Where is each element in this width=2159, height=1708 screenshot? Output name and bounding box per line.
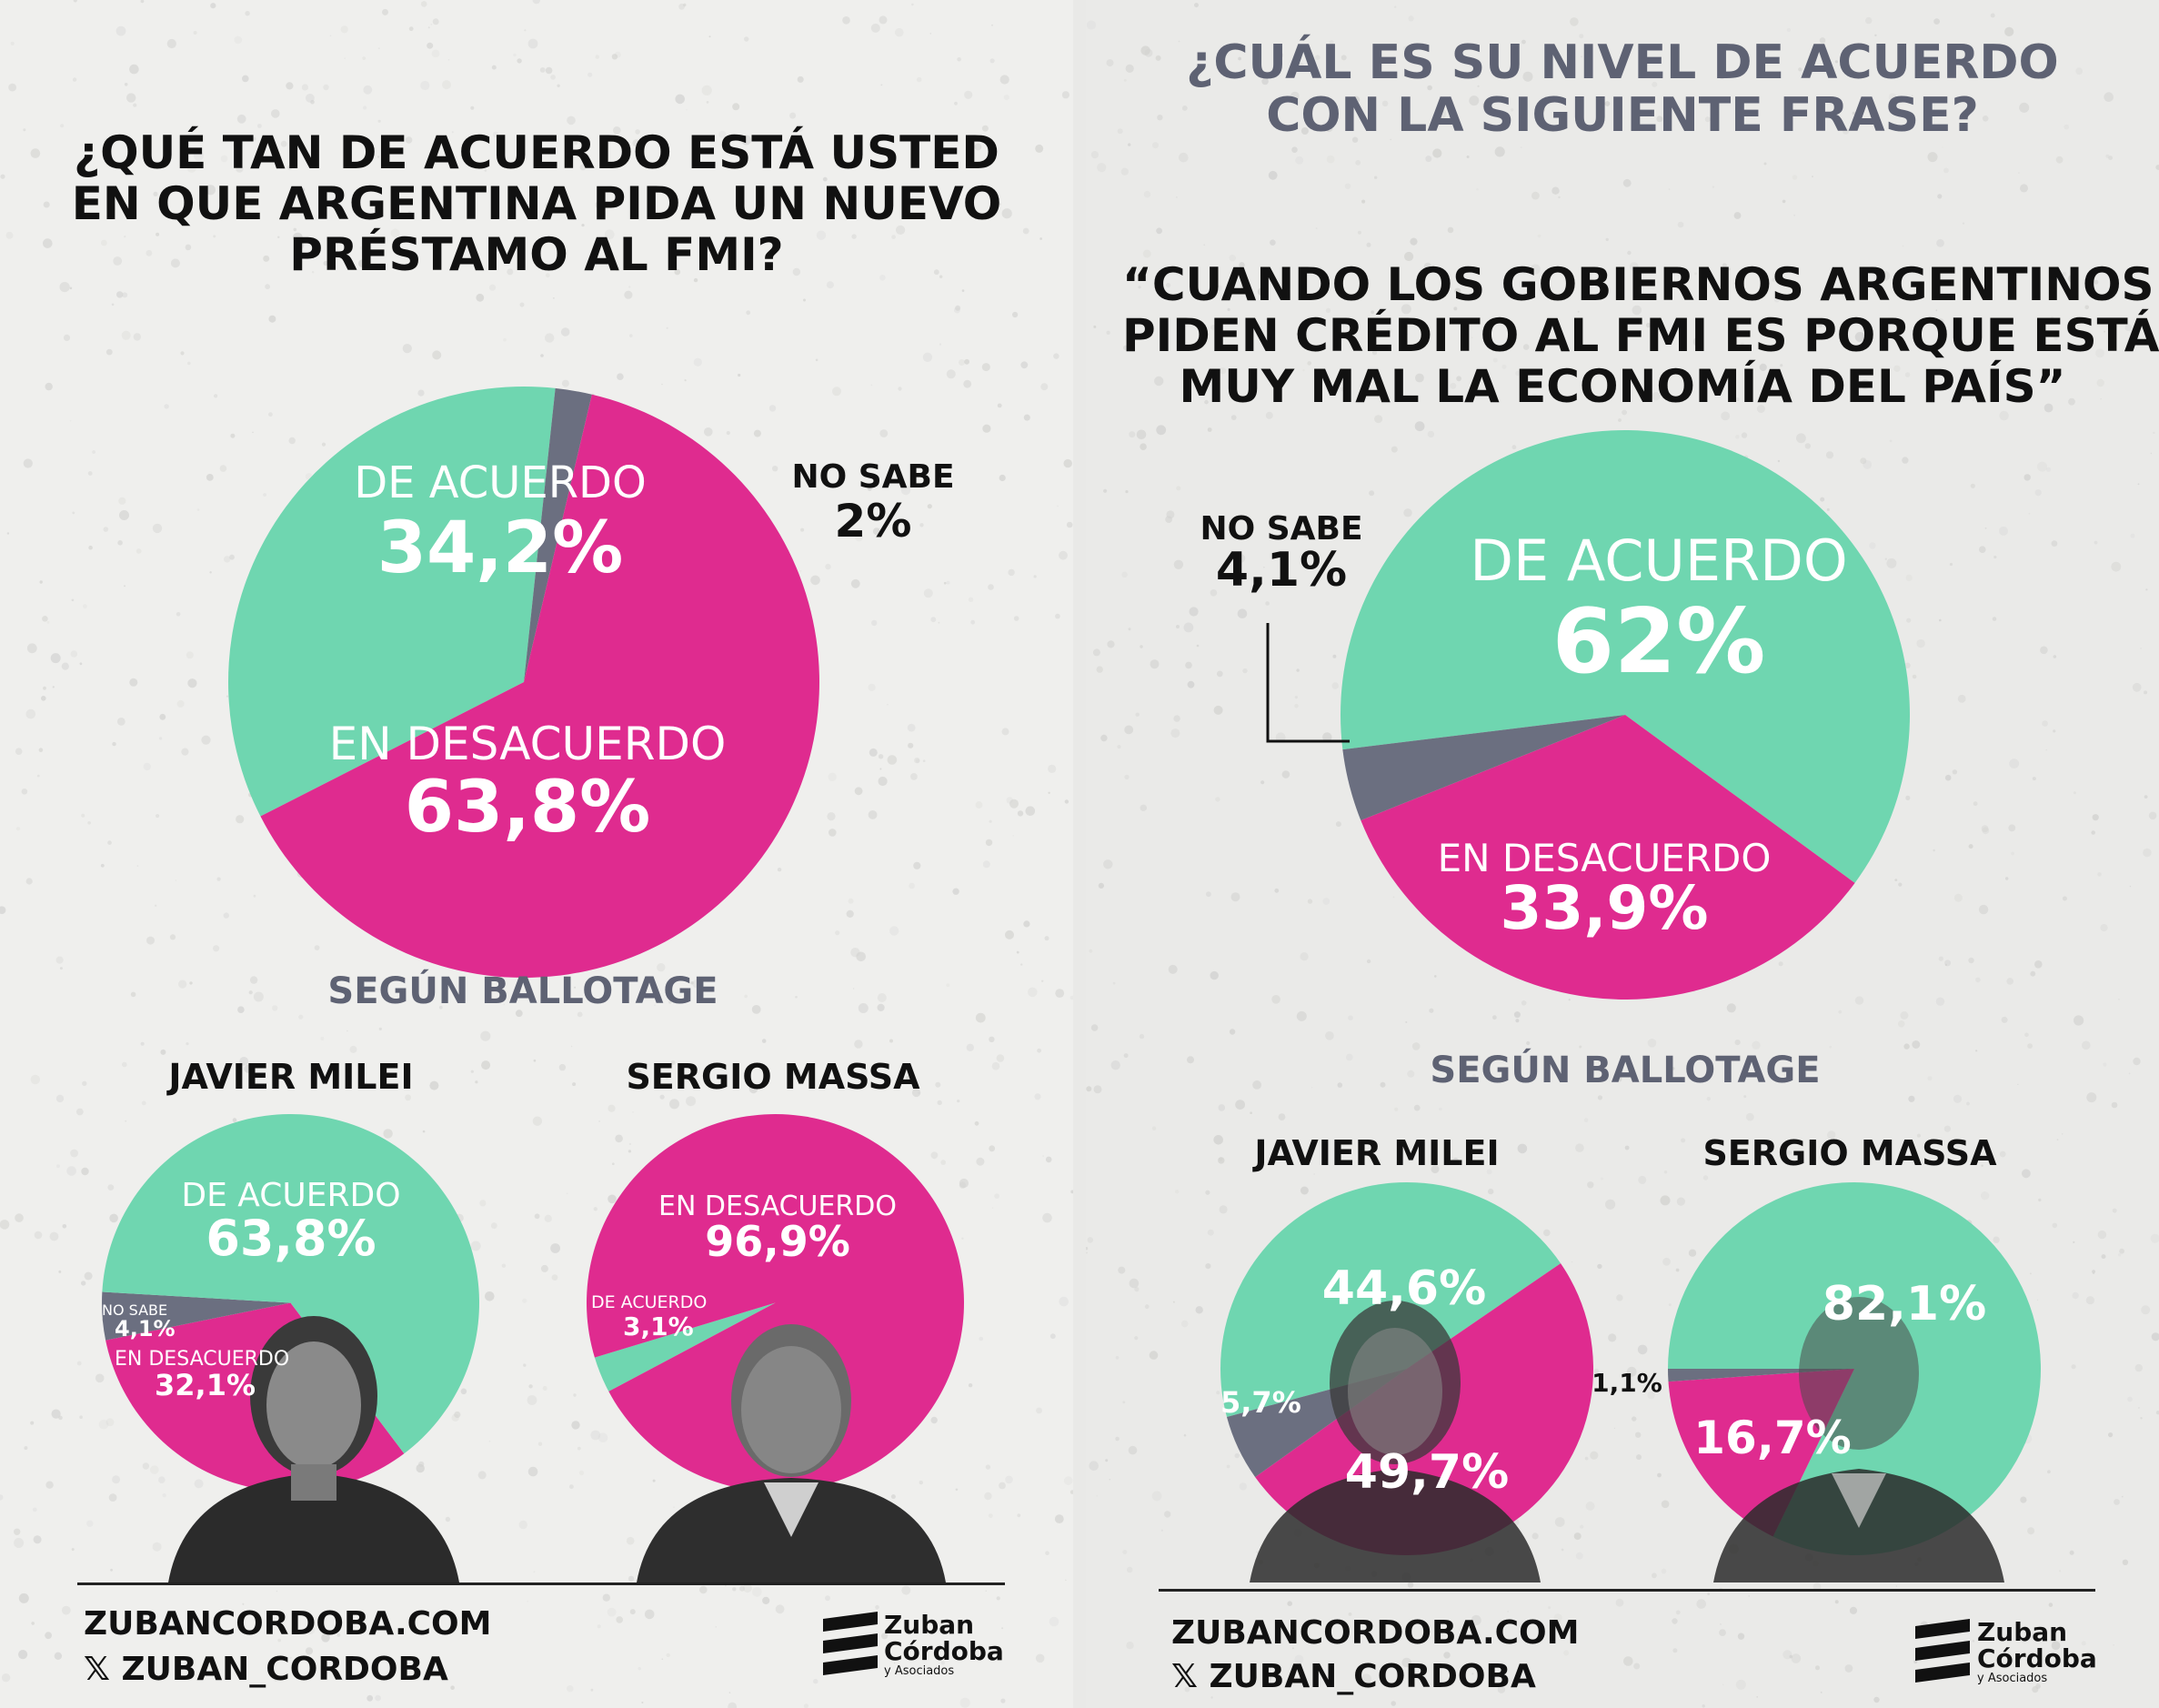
left-massa-agree-label: DE ACUERDO [591, 1292, 708, 1312]
right-main-pie-chart [1341, 430, 1910, 1000]
right-milei-unknown-value: 5,7% [1220, 1385, 1301, 1420]
right-main-slice-en-desacuerdo [1361, 715, 1855, 1000]
left-logo-line-1: Zuban [884, 1610, 975, 1640]
left-question-line-1: ¿QUÉ TAN DE ACUERDO ESTÁ USTED [74, 126, 999, 179]
right-question: ¿CUÁL ES SU NIVEL DE ACUERDO CON LA SIGU… [1140, 35, 2104, 144]
right-unknown-leader-line [1266, 623, 1350, 743]
left-logo-line-2: Córdoba [884, 1636, 1004, 1667]
left-massa-pie-chart [587, 1114, 964, 1492]
left-question-line-2: EN QUE ARGENTINA PIDA UN NUEVO [71, 177, 1002, 230]
right-subtitle: SEGÚN BALLOTAGE [1430, 1050, 1821, 1091]
left-panel: ¿QUÉ TAN DE ACUERDO ESTÁ USTED EN QUE AR… [0, 0, 1073, 1708]
right-main-agree-label: DE ACUERDO [1470, 527, 1848, 594]
left-milei-disagree-label: EN DESACUERDO [115, 1348, 290, 1371]
right-main-slice-no-sabe [1342, 715, 1625, 821]
zuban-logo-icon-right [1915, 1619, 1970, 1683]
right-panel: ¿CUÁL ES SU NIVEL DE ACUERDO CON LA SIGU… [1086, 0, 2159, 1708]
left-milei-agree-label: DE ACUERDO [181, 1177, 401, 1214]
left-milei-unknown-value: 4,1% [115, 1316, 176, 1341]
right-main-agree-value: 62% [1551, 590, 1766, 694]
left-footer-rule [77, 1582, 1005, 1585]
left-main-disagree-label: EN DESACUERDO [328, 718, 727, 770]
zuban-logo-icon [823, 1612, 878, 1675]
right-quote-line-1: “CUANDO LOS GOBIERNOS ARGENTINOS [1122, 258, 2154, 311]
left-milei-unknown-label: NO SABE [102, 1301, 168, 1319]
right-massa-portrait [1713, 1297, 2004, 1582]
right-main-disagree-label: EN DESACUERDO [1437, 836, 1772, 880]
left-main-agree-text: DE ACUERDO [354, 457, 647, 508]
left-logo-line-3: y Asociados [884, 1663, 955, 1678]
right-milei-agree-value: 44,6% [1321, 1261, 1487, 1316]
right-main-disagree-value: 33,9% [1500, 873, 1709, 943]
left-main-unknown-label: NO SABE [791, 458, 955, 496]
milei-portrait [168, 1316, 459, 1582]
right-footer-rule [1159, 1589, 2095, 1592]
left-main-agree-label: DE ACUERDO [300, 457, 700, 508]
left-footer-handle[interactable]: 𝕏 ZUBAN_CORDOBA [84, 1651, 448, 1688]
right-massa-agree-value: 82,1% [1822, 1277, 1987, 1331]
right-massa-disagree-value: 16,7% [1693, 1412, 1852, 1464]
left-main-slice-no-sabe [524, 387, 592, 682]
right-footer-handle[interactable]: 𝕏 ZUBAN_CORDOBA [1171, 1658, 1536, 1695]
right-main-slice-de-acuerdo [1341, 430, 1910, 883]
right-quote: “CUANDO LOS GOBIERNOS ARGENTINOS PIDEN C… [1122, 258, 2159, 413]
left-main-slice-de-acuerdo [227, 386, 556, 817]
left-massa-slice-en-desacuerdo [587, 1114, 964, 1492]
right-milei-name: JAVIER MILEI [1254, 1133, 1500, 1173]
left-milei-disagree-value: 32,1% [155, 1368, 256, 1402]
right-massa-name: SERGIO MASSA [1702, 1133, 1997, 1173]
left-milei-name: JAVIER MILEI [168, 1057, 414, 1097]
right-milei-portrait [1250, 1301, 1541, 1582]
right-quote-line-3: MUY MAL LA ECONOMÍA DEL PAÍS” [1179, 360, 2066, 413]
left-massa-agree-value: 3,1% [623, 1311, 694, 1341]
right-milei-disagree-value: 49,7% [1344, 1445, 1510, 1500]
left-massa-disagree-value: 96,9% [705, 1217, 850, 1266]
left-question-line-3: PRÉSTAMO AL FMI? [289, 228, 784, 281]
massa-portrait [637, 1324, 946, 1582]
left-footer-site[interactable]: ZUBANCORDOBA.COM [84, 1605, 492, 1643]
left-logo-text: Zuban Córdoba y Asociados [884, 1612, 1004, 1677]
left-main-disagree-value: 63,8% [404, 767, 651, 849]
left-subtitle: SEGÚN BALLOTAGE [327, 970, 718, 1012]
left-main-agree-value: 34,2% [377, 507, 624, 589]
right-main-unknown-label: NO SABE [1200, 510, 1363, 548]
right-logo-text: Zuban Córdoba y Asociados [1977, 1619, 2097, 1684]
right-milei-slice-de-acuerdo [1220, 1181, 1562, 1418]
right-logo-line-3: y Asociados [1977, 1671, 2048, 1685]
right-logo-line-2: Córdoba [1977, 1643, 2097, 1674]
right-question-line-1: ¿CUÁL ES SU NIVEL DE ACUERDO [1186, 35, 2059, 90]
left-main-pie-chart [227, 386, 820, 978]
right-question-line-2: CON LA SIGUIENTE FRASE? [1266, 88, 1979, 144]
left-milei-slice-de-acuerdo [102, 1114, 479, 1454]
right-logo-line-1: Zuban [1977, 1617, 2068, 1647]
left-main-unknown-value: 2% [834, 495, 912, 548]
left-milei-slice-no-sabe [102, 1291, 291, 1341]
left-massa-disagree-label: EN DESACUERDO [658, 1191, 897, 1222]
left-massa-name: SERGIO MASSA [626, 1057, 920, 1097]
right-footer-site[interactable]: ZUBANCORDOBA.COM [1171, 1614, 1580, 1652]
right-main-unknown-value: 4,1% [1215, 543, 1348, 598]
left-question: ¿QUÉ TAN DE ACUERDO ESTÁ USTED EN QUE AR… [55, 127, 1019, 280]
left-milei-agree-value: 63,8% [206, 1210, 377, 1267]
left-main-slice-en-desacuerdo [260, 394, 820, 978]
right-massa-unknown-value: 1,1% [1592, 1368, 1662, 1398]
left-massa-slice-de-acuerdo [594, 1302, 776, 1392]
right-quote-line-2: PIDEN CRÉDITO AL FMI ES PORQUE ESTÁ [1122, 309, 2159, 362]
